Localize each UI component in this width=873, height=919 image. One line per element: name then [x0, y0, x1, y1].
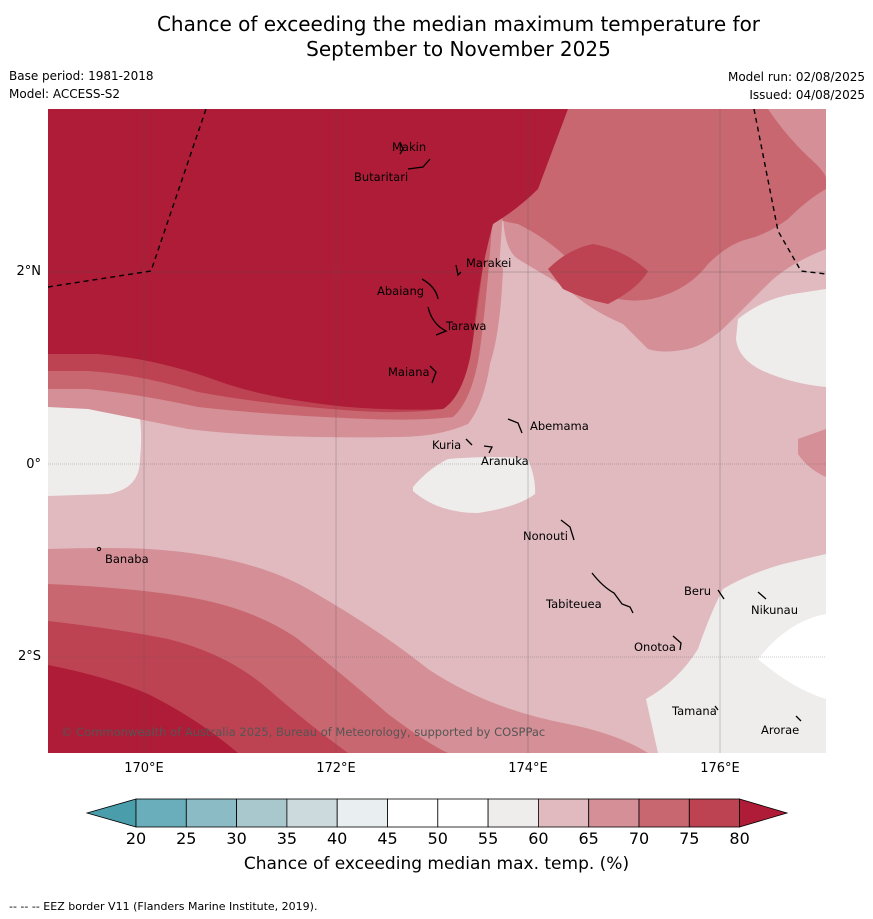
colorbar-segment-35-40 — [286, 798, 338, 828]
title-line-1: Chance of exceeding the median maximum t… — [156, 12, 761, 36]
place-label-kuria: Kuria — [432, 438, 461, 452]
colorbar-tick-label: 60 — [528, 829, 549, 848]
colorbar-segment-65-70 — [588, 798, 640, 828]
place-label-nonouti: Nonouti — [523, 529, 568, 543]
place-label-banaba: Banaba — [105, 552, 149, 566]
banaba-island — [96, 546, 102, 552]
model-name: Model: ACCESS-S2 — [9, 87, 121, 101]
colorbar-segment-75-80 — [688, 798, 740, 828]
colorbar-tick-label: 50 — [427, 829, 448, 848]
colorbar-tick-label: 30 — [226, 829, 247, 848]
island-outlines — [399, 141, 802, 722]
place-label-onotoa: Onotoa — [634, 640, 676, 654]
colorbar-segment-40-45 — [336, 798, 388, 828]
place-label-nikunau: Nikunau — [751, 603, 798, 617]
colorbar-tick-label: 80 — [729, 829, 750, 848]
x-tick-label-170e: 170°E — [124, 761, 164, 776]
colorbar-tick-label: 45 — [377, 829, 398, 848]
colorbar-tick-label: 35 — [276, 829, 298, 848]
title-line-2: September to November 2025 — [306, 37, 611, 61]
place-label-makin: Makin — [392, 140, 426, 154]
colorbar-segment-60-65 — [537, 798, 590, 828]
band-55-60-east — [736, 289, 826, 387]
band-gt80-southwest — [48, 665, 238, 753]
model-run: Model run: 02/08/2025 — [727, 70, 865, 84]
colorbar-segment-70-75 — [638, 798, 690, 828]
colorbar-segment-50-55 — [437, 798, 489, 828]
issued-date: Issued: 04/08/2025 — [749, 88, 865, 102]
probability-map: Makin Butaritari Marakei Abaiang Tarawa … — [48, 109, 826, 753]
colorbar-tick-label: 40 — [327, 829, 348, 848]
y-tick-label-2n: 2°N — [16, 264, 42, 279]
band-75-80-east-patch — [548, 244, 648, 304]
band-70-75-northeast — [478, 109, 826, 301]
band-55-60-southeast — [646, 554, 826, 753]
colorbar — [86, 798, 788, 828]
place-label-arorae: Arorae — [761, 723, 799, 737]
colorbar-extend-low — [86, 798, 137, 828]
eez-border — [48, 109, 826, 288]
colorbar-tick-label: 25 — [176, 829, 197, 848]
place-labels: Makin Butaritari Marakei Abaiang Tarawa … — [105, 140, 799, 737]
place-label-beru: Beru — [684, 584, 711, 598]
colorbar-tick-label: 65 — [578, 829, 599, 848]
band-50-55-southeast — [758, 614, 826, 699]
colorbar-tick-label: 75 — [679, 829, 700, 848]
eez-footnote: -- -- -- EEZ border V11 (Flanders Marine… — [9, 900, 318, 913]
y-tick-label-0: 0° — [26, 457, 41, 472]
x-tick-label-172e: 172°E — [316, 761, 356, 776]
gridlines — [48, 109, 826, 753]
colorbar-tick-label: 70 — [628, 829, 650, 848]
colorbar-segment-20-25 — [135, 798, 187, 828]
colorbar-tick-label: 20 — [125, 829, 147, 848]
x-tick-label-174e: 174°E — [508, 761, 548, 776]
colorbar-extend-high — [739, 798, 788, 828]
place-label-butaritari: Butaritari — [354, 170, 408, 184]
copyright-notice: © Commonwealth of Australia 2025, Bureau… — [61, 725, 545, 739]
colorbar-segment-30-35 — [236, 798, 288, 828]
colorbar-segment-55-60 — [487, 798, 539, 828]
x-tick-label-176e: 176°E — [700, 761, 740, 776]
place-label-tamana: Tamana — [671, 704, 717, 718]
place-label-tarawa: Tarawa — [445, 319, 486, 333]
place-label-abemama: Abemama — [530, 419, 589, 433]
place-label-abaiang: Abaiang — [377, 284, 424, 298]
band-55-60-center — [413, 457, 536, 513]
colorbar-segment-25-30 — [185, 798, 238, 828]
colorbar-title: Chance of exceeding median max. temp. (%… — [243, 854, 630, 874]
band-65-70-east-edge — [798, 429, 826, 477]
base-period: Base period: 1981-2018 — [9, 69, 154, 83]
colorbar-segment-45-50 — [387, 798, 439, 828]
band-55-60-west — [48, 407, 142, 496]
place-label-aranuka: Aranuka — [481, 454, 529, 468]
place-label-maiana: Maiana — [388, 365, 430, 379]
place-label-marakei: Marakei — [466, 256, 511, 270]
place-label-tabiteuea: Tabiteuea — [545, 597, 602, 611]
colorbar-tick-label: 55 — [477, 829, 499, 848]
y-tick-label-2s: 2°S — [17, 649, 41, 664]
